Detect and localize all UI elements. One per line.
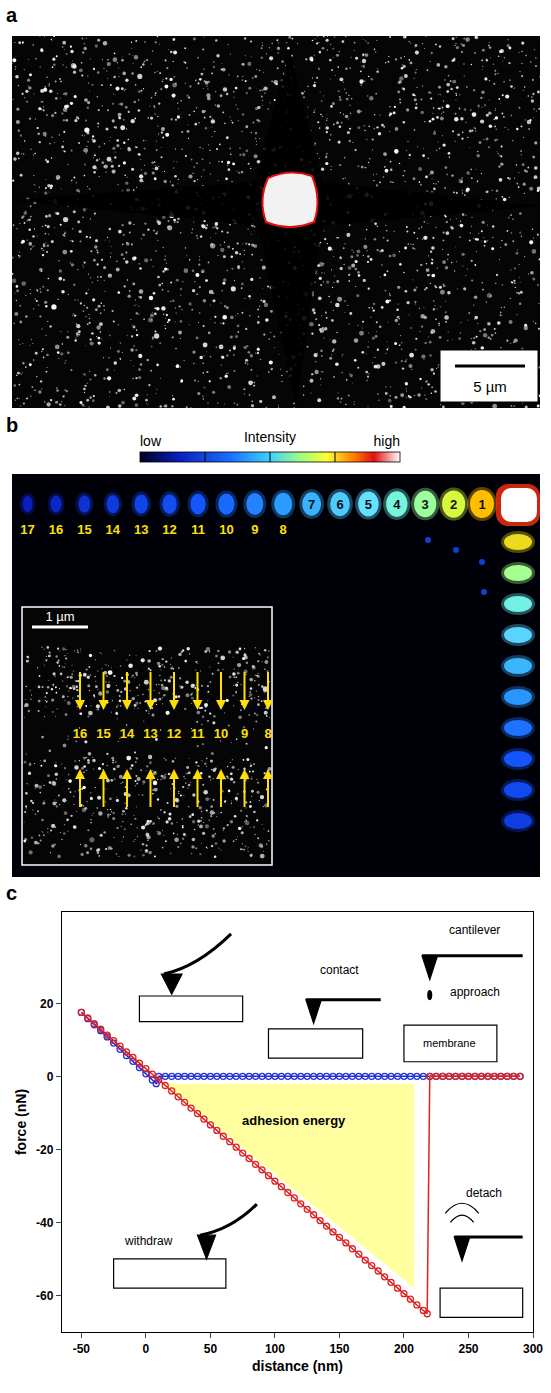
svg-text:-20: -20 — [36, 1143, 54, 1157]
svg-text:5: 5 — [365, 497, 372, 512]
svg-text:detach: detach — [466, 1186, 502, 1200]
svg-text:12: 12 — [167, 726, 181, 741]
svg-text:100: 100 — [265, 1342, 285, 1356]
svg-text:15: 15 — [96, 726, 110, 741]
svg-text:-50: -50 — [73, 1342, 91, 1356]
svg-text:1 µm: 1 µm — [45, 609, 74, 624]
svg-text:0: 0 — [47, 1070, 54, 1084]
html-text:c: c — [6, 882, 18, 904]
svg-text:approach: approach — [450, 985, 500, 999]
svg-text:low: low — [140, 433, 162, 449]
svg-text:distance (nm): distance (nm) — [252, 1358, 343, 1374]
svg-text:contact: contact — [320, 963, 359, 977]
svg-text:5 µm: 5 µm — [473, 378, 507, 395]
svg-text:15: 15 — [77, 522, 91, 537]
svg-text:-60: -60 — [36, 1289, 54, 1303]
svg-text:Intensity: Intensity — [244, 429, 296, 445]
svg-text:membrane: membrane — [423, 1037, 476, 1049]
svg-text:7: 7 — [308, 497, 315, 512]
svg-text:300: 300 — [523, 1342, 543, 1356]
svg-text:-40: -40 — [36, 1216, 54, 1230]
svg-text:9: 9 — [241, 726, 248, 741]
svg-text:16: 16 — [49, 522, 63, 537]
svg-text:adhesion energy: adhesion energy — [242, 1113, 346, 1128]
svg-text:200: 200 — [394, 1342, 414, 1356]
svg-text:20: 20 — [40, 997, 54, 1011]
svg-text:11: 11 — [191, 522, 205, 537]
svg-text:a: a — [6, 4, 18, 26]
svg-text:150: 150 — [329, 1342, 349, 1356]
svg-text:high: high — [374, 433, 400, 449]
svg-text:13: 13 — [143, 726, 157, 741]
svg-text:14: 14 — [120, 726, 135, 741]
svg-text:1: 1 — [478, 497, 485, 512]
svg-text:cantilever: cantilever — [449, 923, 500, 937]
svg-text:9: 9 — [251, 522, 258, 537]
svg-text:0: 0 — [143, 1342, 150, 1356]
svg-text:force (nN): force (nN) — [13, 1089, 29, 1155]
svg-text:250: 250 — [458, 1342, 478, 1356]
svg-text:8: 8 — [280, 522, 287, 537]
svg-text:4: 4 — [393, 497, 401, 512]
svg-text:2: 2 — [450, 497, 457, 512]
svg-text:10: 10 — [219, 522, 233, 537]
svg-text:14: 14 — [106, 522, 121, 537]
svg-text:12: 12 — [162, 522, 176, 537]
svg-text:3: 3 — [422, 497, 429, 512]
svg-text:50: 50 — [204, 1342, 218, 1356]
svg-text:13: 13 — [134, 522, 148, 537]
svg-text:10: 10 — [214, 726, 228, 741]
svg-text:16: 16 — [73, 726, 87, 741]
svg-text:6: 6 — [336, 497, 343, 512]
svg-text:withdraw: withdraw — [124, 1234, 173, 1248]
svg-text:8: 8 — [264, 726, 271, 741]
svg-text:17: 17 — [20, 522, 34, 537]
svg-text:11: 11 — [191, 726, 205, 741]
svg-text:b: b — [6, 414, 18, 436]
